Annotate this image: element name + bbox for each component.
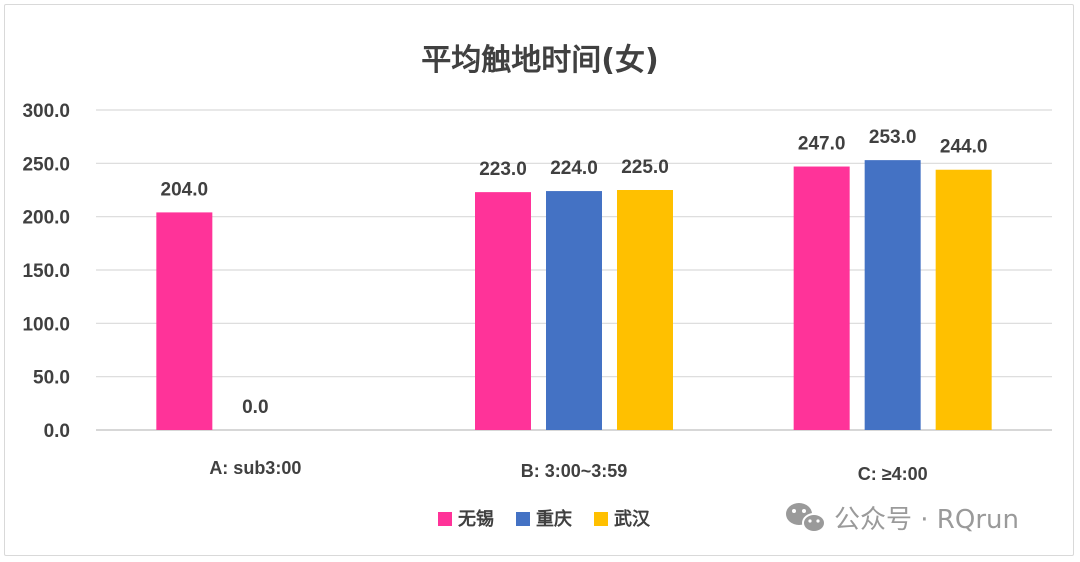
data-label: 244.0 xyxy=(940,137,988,158)
watermark: 公众号 · RQrun xyxy=(786,503,1019,535)
y-tick-label: 300.0 xyxy=(22,101,70,122)
watermark-text: 公众号 · RQrun xyxy=(834,505,1019,535)
data-label: 223.0 xyxy=(479,159,527,180)
y-tick-label: 250.0 xyxy=(22,154,70,175)
x-category-label: B: 3:00~3:59 xyxy=(521,461,628,481)
y-tick-label: 50.0 xyxy=(33,368,70,389)
bar xyxy=(793,166,850,431)
data-label: 225.0 xyxy=(621,157,669,178)
chart-title: 平均触地时间(女) xyxy=(421,43,658,78)
bars xyxy=(156,160,992,431)
wechat-icon xyxy=(786,503,826,533)
legend-label: 武汉 xyxy=(614,509,651,530)
bar xyxy=(546,191,602,430)
legend: 无锡 重庆 武汉 xyxy=(438,508,651,530)
bar xyxy=(935,169,992,430)
legend-label: 无锡 xyxy=(458,508,494,530)
y-axis-ticks: 0.0 50.0 100.0 150.0 200.0 250.0 300.0 xyxy=(22,101,70,442)
bar xyxy=(156,212,213,430)
data-label: 247.0 xyxy=(798,134,846,155)
y-tick-label: 0.0 xyxy=(44,421,70,442)
y-tick-label: 200.0 xyxy=(22,208,70,229)
x-axis-categories: A: sub3:00 B: 3:00~3:59 C: ≥4:00 xyxy=(209,458,927,484)
y-tick-label: 100.0 xyxy=(22,314,70,335)
data-label: 224.0 xyxy=(550,158,598,179)
legend-swatch xyxy=(438,512,452,526)
data-label: 253.0 xyxy=(869,127,917,148)
y-tick-label: 150.0 xyxy=(22,261,70,282)
legend-label: 重庆 xyxy=(536,508,572,530)
x-category-label: C: ≥4:00 xyxy=(858,464,928,484)
bar xyxy=(475,192,531,430)
x-category-label: A: sub3:00 xyxy=(209,458,301,478)
data-label: 0.0 xyxy=(242,397,268,418)
legend-swatch xyxy=(594,512,608,526)
legend-swatch xyxy=(516,512,530,526)
data-label: 204.0 xyxy=(161,179,209,200)
data-labels: 204.0 0.0 223.0 224.0 225.0 247.0 253.0 244.0 xyxy=(161,127,988,418)
bar xyxy=(864,160,921,430)
bar xyxy=(617,190,673,430)
